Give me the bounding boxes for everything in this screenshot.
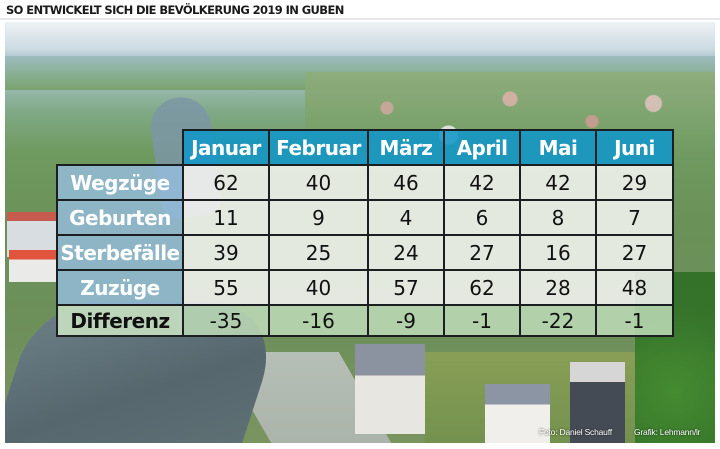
table-cell: 62 <box>182 164 270 201</box>
table-cell: 24 <box>367 234 445 271</box>
table-header-row: Januar Februar März April Mai Juni <box>57 129 674 166</box>
table-cell: -9 <box>367 304 445 337</box>
photo-villa <box>485 384 550 443</box>
table-cell: 16 <box>519 234 597 271</box>
photo-villa <box>355 344 425 434</box>
aerial-photo-background <box>5 22 715 443</box>
table-cell: 7 <box>595 199 674 236</box>
table-cell: 4 <box>367 199 445 236</box>
table-row: Geburten 11 9 4 6 8 7 <box>56 199 674 236</box>
photo-credit: Foto: Daniel Schauff <box>539 427 612 437</box>
table-cell: 46 <box>367 164 445 201</box>
table-cell: 42 <box>519 164 597 201</box>
month-header: Januar <box>182 129 270 166</box>
table-cell: 62 <box>443 269 521 306</box>
table-cell: 28 <box>519 269 597 306</box>
photo-building <box>7 212 57 257</box>
table-cell: 8 <box>519 199 597 236</box>
row-label: Wegzüge <box>56 164 184 201</box>
headline-divider <box>0 18 720 20</box>
table-cell: 27 <box>595 234 674 271</box>
table-cell: -35 <box>182 304 270 337</box>
headline: So entwickelt sich die Bevölkerung 2019 … <box>6 3 344 17</box>
table-cell: 57 <box>367 269 445 306</box>
row-label: Geburten <box>56 199 184 236</box>
row-label: Sterbefälle <box>56 234 184 271</box>
table-row: Zuzüge 55 40 57 62 28 48 <box>56 269 674 306</box>
photo-tower <box>570 362 625 443</box>
table-cell: 9 <box>268 199 369 236</box>
table-cell: 48 <box>595 269 674 306</box>
table-cell: -22 <box>519 304 597 337</box>
month-header: März <box>367 129 445 166</box>
month-header: April <box>443 129 521 166</box>
table-row-difference: Differenz -35 -16 -9 -1 -22 -1 <box>56 304 674 337</box>
graphic-credit: Grafik: Lehmann/lr <box>634 427 701 437</box>
table-cell: 40 <box>268 269 369 306</box>
table-cell: 42 <box>443 164 521 201</box>
table-cell: -1 <box>595 304 674 337</box>
table-cell: 55 <box>182 269 270 306</box>
photo-building <box>9 250 57 282</box>
row-label: Zuzüge <box>56 269 184 306</box>
table-cell: 29 <box>595 164 674 201</box>
table-cell: -1 <box>443 304 521 337</box>
table-cell: 27 <box>443 234 521 271</box>
photo-sky <box>5 22 715 60</box>
month-header: Februar <box>268 129 369 166</box>
row-label: Differenz <box>56 304 184 337</box>
month-header: Mai <box>519 129 597 166</box>
table-cell: 39 <box>182 234 270 271</box>
table-row: Wegzüge 62 40 46 42 42 29 <box>56 164 674 201</box>
population-table: Januar Februar März April Mai Juni Wegzü… <box>56 129 674 337</box>
table-cell: 11 <box>182 199 270 236</box>
table-cell: 40 <box>268 164 369 201</box>
table-cell: 25 <box>268 234 369 271</box>
table-corner <box>57 130 183 165</box>
month-header: Juni <box>595 129 674 166</box>
table-row: Sterbefälle 39 25 24 27 16 27 <box>56 234 674 271</box>
table-cell: -16 <box>268 304 369 337</box>
table-cell: 6 <box>443 199 521 236</box>
